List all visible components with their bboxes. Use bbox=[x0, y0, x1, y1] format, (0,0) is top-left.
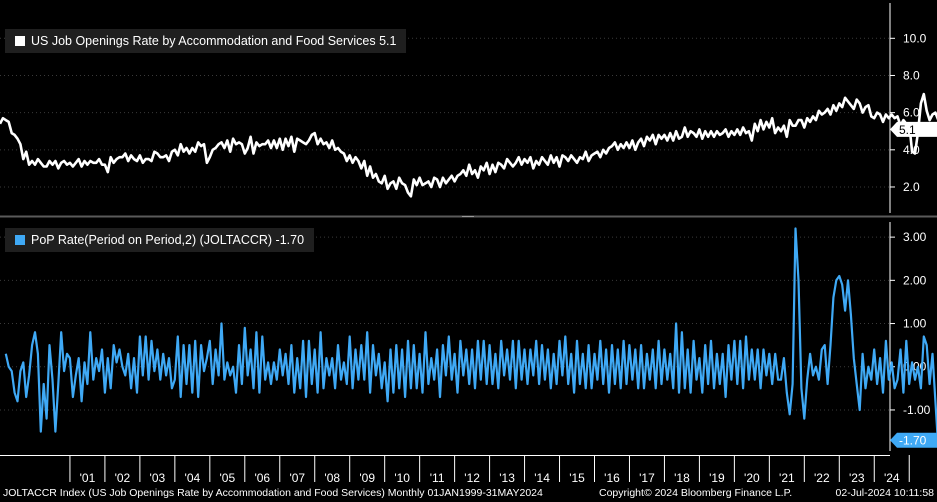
bottom-panel: -1.000.001.002.003.00-1.70 bbox=[0, 222, 937, 451]
legend-bottom: PoP Rate(Period on Period,2) (JOLTACCR) … bbox=[5, 228, 315, 252]
x-tick-label: '08 bbox=[324, 471, 340, 485]
legend-bottom-label: PoP Rate(Period on Period,2) (JOLTACCR) … bbox=[31, 233, 305, 247]
legend-swatch-white bbox=[15, 35, 25, 46]
x-tick-label: '02 bbox=[115, 471, 131, 485]
top-last-value-label: 5.1 bbox=[899, 123, 916, 137]
bottom-y-tick-label: 3.00 bbox=[903, 230, 927, 244]
x-tick-label: '11 bbox=[430, 471, 445, 485]
top-y-tick-label: 6.0 bbox=[903, 106, 920, 120]
footer: JOLTACCR Index (US Job Openings Rate by … bbox=[3, 487, 934, 501]
bottom-y-tick-label: 2.00 bbox=[903, 273, 927, 287]
x-tick-label: '13 bbox=[499, 471, 515, 485]
x-tick-label: '07 bbox=[289, 471, 305, 485]
x-tick-label: '09 bbox=[359, 471, 375, 485]
footer-timestamp: 02-Jul-2024 10:11:58 bbox=[835, 487, 934, 499]
legend-top: US Job Openings Rate by Accommodation an… bbox=[5, 29, 407, 53]
bottom-series-line bbox=[4, 227, 937, 446]
x-tick-label: '22 bbox=[814, 471, 830, 485]
x-tick-label: '03 bbox=[150, 471, 166, 485]
x-tick-label: '06 bbox=[254, 471, 270, 485]
top-y-tick-label: 8.0 bbox=[903, 68, 920, 82]
top-y-tick-label: 2.0 bbox=[903, 180, 920, 194]
x-tick-label: '01 bbox=[80, 471, 96, 485]
x-tick-label: '16 bbox=[604, 471, 620, 485]
bottom-y-tick-label: -1.00 bbox=[903, 403, 931, 417]
x-tick-label: '05 bbox=[220, 471, 236, 485]
bottom-last-value-tag bbox=[890, 432, 937, 448]
legend-swatch-blue bbox=[15, 234, 25, 245]
x-tick-label: '21 bbox=[779, 471, 795, 485]
top-series-line bbox=[0, 92, 937, 198]
x-tick-label: '17 bbox=[639, 471, 655, 485]
top-y-tick-label: 10.0 bbox=[903, 31, 927, 45]
x-tick-label: '24 bbox=[884, 471, 900, 485]
top-panel: 2.04.06.08.010.05.1 bbox=[0, 3, 937, 213]
x-axis: '01 '02 '03 '04 '05 '06 '07 '08 '09 '10 '11 '12 '13 '… bbox=[0, 455, 910, 485]
legend-top-label: US Job Openings Rate by Accommodation an… bbox=[31, 34, 397, 48]
x-tick-label: '19 bbox=[709, 471, 725, 485]
x-tick-label: '23 bbox=[849, 471, 865, 485]
x-tick-label: '15 bbox=[569, 471, 585, 485]
bottom-last-value-label: -1.70 bbox=[899, 434, 927, 448]
x-tick-label: '20 bbox=[744, 471, 760, 485]
x-tick-label: '04 bbox=[185, 471, 201, 485]
top-last-value-tag bbox=[890, 121, 937, 137]
footer-source: JOLTACCR Index (US Job Openings Rate by … bbox=[3, 487, 543, 499]
x-tick-label: '12 bbox=[464, 471, 480, 485]
x-tick-label: '10 bbox=[394, 471, 410, 485]
x-tick-label: '14 bbox=[534, 471, 550, 485]
footer-copyright: Copyright© 2024 Bloomberg Finance L.P. bbox=[599, 487, 793, 499]
bottom-y-tick-label: 1.00 bbox=[903, 317, 927, 331]
x-tick-label: '18 bbox=[674, 471, 690, 485]
